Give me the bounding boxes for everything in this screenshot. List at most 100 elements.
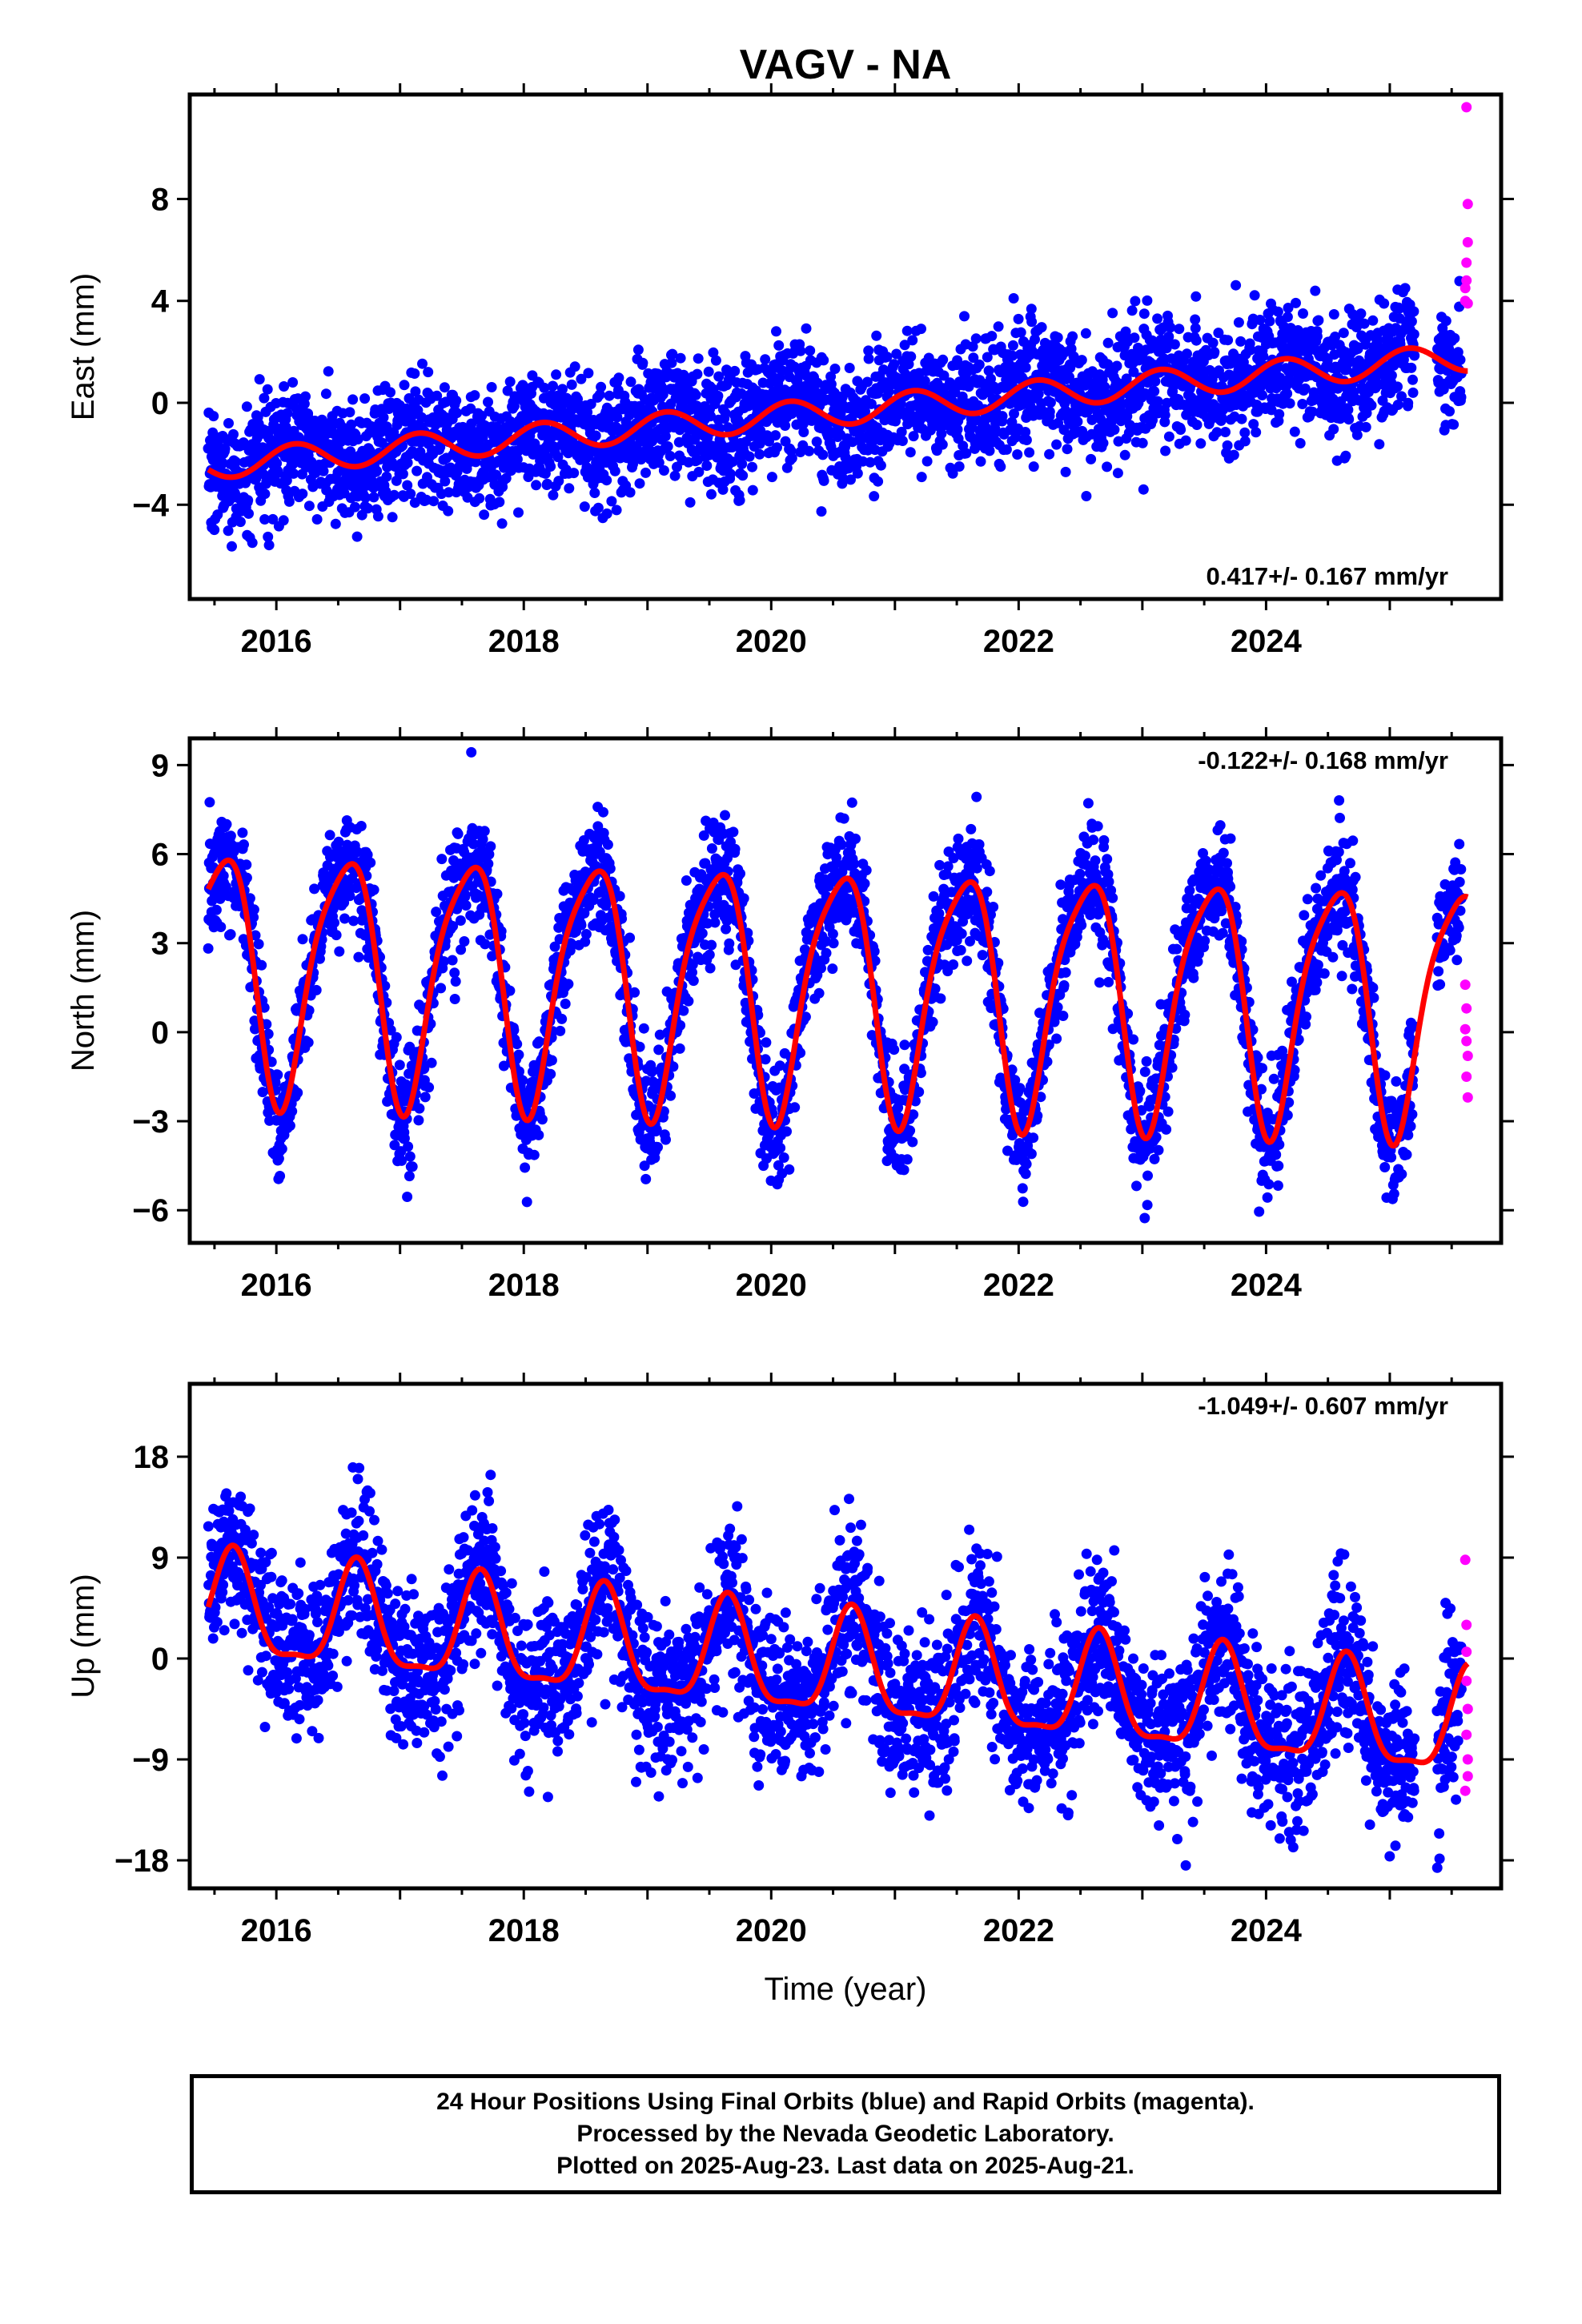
north-final-point xyxy=(459,936,470,947)
east-final-point xyxy=(961,448,972,459)
east-final-point xyxy=(1072,416,1083,427)
north-final-point xyxy=(424,1082,435,1093)
east-rapid-orbit-points xyxy=(1460,102,1473,309)
north-final-point xyxy=(466,746,477,758)
east-final-point xyxy=(1313,315,1324,326)
east-final-point xyxy=(601,475,612,486)
east-final-point xyxy=(1190,323,1201,334)
north-final-point xyxy=(629,987,640,998)
east-final-point xyxy=(1111,360,1122,372)
east-final-point xyxy=(1408,328,1419,340)
east-final-point xyxy=(1213,328,1224,339)
east-final-point xyxy=(861,376,873,388)
east-final-point xyxy=(1455,354,1466,365)
east-final-point xyxy=(1028,461,1039,472)
east-final-point xyxy=(376,437,387,448)
east-final-point xyxy=(1152,313,1163,324)
east-final-point xyxy=(1322,355,1333,366)
east-final-point xyxy=(1448,419,1460,430)
east-final-point xyxy=(662,441,673,452)
north-final-point xyxy=(225,929,236,940)
north-final-point xyxy=(389,1140,400,1151)
north-final-point xyxy=(447,955,458,966)
east-final-point xyxy=(259,392,270,404)
east-final-point xyxy=(665,451,676,461)
east-final-point xyxy=(351,531,363,542)
north-final-point xyxy=(688,975,699,987)
east-final-point xyxy=(660,431,671,442)
north-final-point xyxy=(602,839,613,850)
east-final-point xyxy=(667,348,678,360)
east-final-point xyxy=(1026,304,1037,315)
east-final-point xyxy=(412,465,423,476)
east-final-point xyxy=(470,456,481,468)
east-final-point xyxy=(1207,337,1219,348)
east-final-point xyxy=(1449,332,1460,344)
east-final-point xyxy=(363,503,373,514)
north-final-point xyxy=(661,1134,671,1145)
east-final-point xyxy=(1361,408,1372,419)
east-final-point xyxy=(1343,404,1354,416)
north-final-point xyxy=(709,917,721,928)
east-final-point xyxy=(243,508,254,519)
north-final-point xyxy=(385,1024,396,1035)
north-final-point xyxy=(402,1192,413,1202)
east-final-point xyxy=(606,496,617,507)
north-final-point xyxy=(729,843,741,854)
east-final-point xyxy=(692,454,703,465)
east-final-point xyxy=(954,461,965,472)
north-final-point xyxy=(303,1037,314,1048)
east-y-tick-label: 8 xyxy=(151,182,169,217)
east-final-point xyxy=(1239,427,1251,438)
east-final-point xyxy=(968,352,979,364)
east-final-point xyxy=(766,472,777,483)
east-final-point xyxy=(986,373,996,384)
east-final-point xyxy=(417,358,428,369)
north-final-point xyxy=(256,959,267,971)
east-final-point xyxy=(216,456,227,468)
east-final-point xyxy=(947,468,958,479)
east-final-point xyxy=(754,448,765,460)
east-final-point xyxy=(703,366,714,377)
east-final-point xyxy=(1051,439,1062,450)
east-final-point xyxy=(428,496,440,507)
east-final-point xyxy=(1098,437,1109,448)
east-final-point xyxy=(1440,316,1452,327)
east-final-point xyxy=(576,373,587,384)
north-final-point xyxy=(351,846,363,858)
east-final-point xyxy=(552,452,564,463)
north-final-point xyxy=(248,911,259,923)
east-model-fit-line xyxy=(207,345,1469,480)
east-final-point xyxy=(1251,427,1262,438)
north-final-point xyxy=(365,857,376,868)
east-final-point xyxy=(937,439,948,450)
east-final-point xyxy=(840,441,850,452)
east-final-point xyxy=(352,434,363,444)
north-final-point xyxy=(665,1090,677,1101)
east-final-point xyxy=(1065,362,1076,373)
east-final-point xyxy=(235,517,246,528)
east-final-point xyxy=(975,456,986,467)
east-final-point xyxy=(1282,312,1293,323)
east-final-point xyxy=(1045,397,1056,408)
east-final-point xyxy=(1245,344,1256,356)
east-final-point xyxy=(1001,444,1012,455)
east-final-point xyxy=(254,374,265,385)
north-final-point xyxy=(292,1088,303,1098)
east-final-point xyxy=(995,461,1006,472)
north-final-point xyxy=(477,834,488,845)
east-rapid-point xyxy=(1462,199,1473,210)
east-x-ticks xyxy=(213,83,1453,610)
east-final-point xyxy=(1274,408,1285,420)
north-final-point xyxy=(521,1196,532,1208)
east-final-point xyxy=(435,441,446,452)
east-final-point xyxy=(1345,356,1355,368)
east-final-point xyxy=(476,410,488,421)
east-final-point xyxy=(908,431,919,442)
east-final-point xyxy=(1340,450,1351,461)
east-final-point xyxy=(320,388,331,400)
north-final-point xyxy=(449,967,460,979)
east-final-point xyxy=(747,461,757,472)
east-final-point xyxy=(1044,448,1055,460)
east-final-point xyxy=(1129,332,1140,344)
